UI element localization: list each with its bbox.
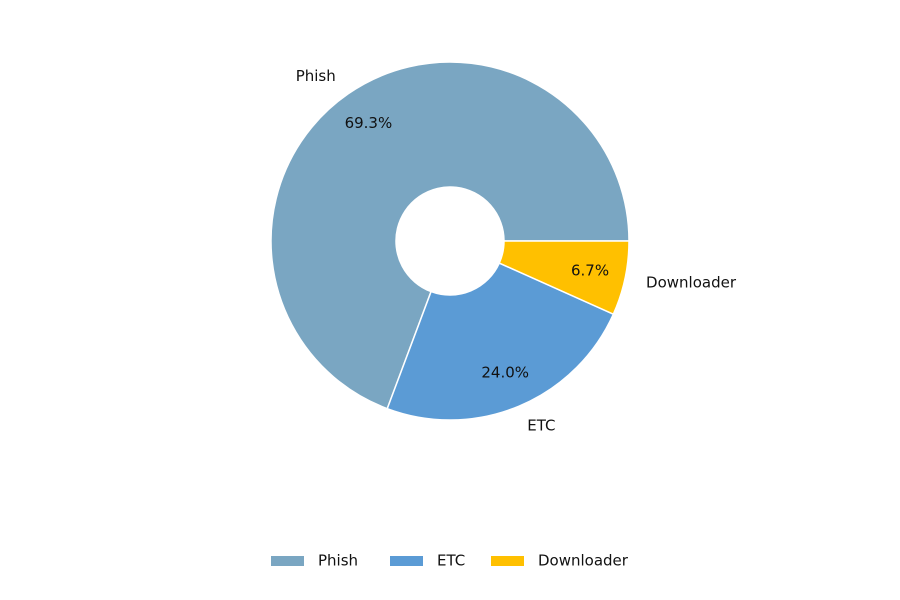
legend-swatch	[271, 556, 304, 566]
slice-label: ETC	[527, 416, 555, 434]
percent-label: 24.0%	[481, 364, 529, 382]
donut-slice	[386, 262, 615, 421]
legend-swatch	[390, 556, 423, 566]
legend-label: Downloader	[538, 552, 629, 570]
percent-label: 6.7%	[571, 261, 609, 279]
slice-label: Downloader	[646, 273, 737, 291]
percent-label: 69.3%	[345, 114, 393, 132]
donut-slice	[498, 240, 630, 316]
legend-label: ETC	[437, 552, 465, 570]
donut-slice	[270, 61, 630, 410]
slice-label: Phish	[296, 67, 336, 85]
legend-swatch	[491, 556, 524, 566]
legend-label: Phish	[318, 552, 358, 570]
